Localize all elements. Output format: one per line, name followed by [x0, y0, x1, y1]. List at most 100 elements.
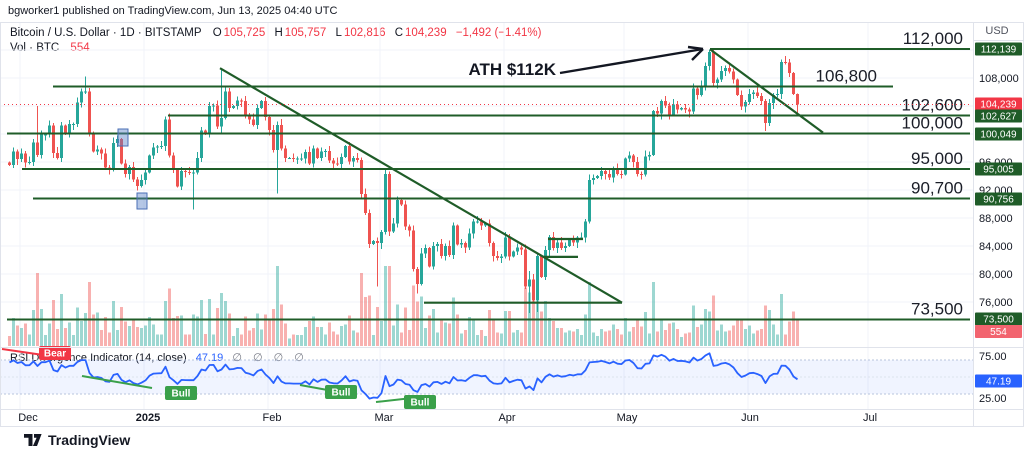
volume-bar [572, 331, 575, 346]
price-level-label: 112,000 [903, 29, 963, 48]
candle-body [724, 68, 727, 71]
candle-body [772, 94, 775, 104]
candle-body [168, 119, 171, 156]
volume-bar [344, 324, 347, 346]
candle-body [444, 246, 447, 256]
candle-body [96, 149, 99, 152]
candle-body [732, 71, 735, 80]
ath-annotation[interactable]: ATH $112K [468, 45, 704, 79]
candle-body [208, 106, 211, 134]
candle-body [648, 155, 651, 157]
candle-body [716, 79, 719, 83]
volume-bar [664, 329, 667, 346]
candle-body [572, 239, 575, 243]
candle-body [392, 223, 395, 232]
volume-bar [364, 296, 367, 346]
volume-bar [500, 333, 503, 346]
bull-divergence-line [81, 375, 153, 389]
candle-body [700, 86, 703, 95]
volume-bar [480, 329, 483, 346]
ath-arrow-line[interactable] [559, 47, 704, 75]
candle-body [472, 221, 475, 234]
drawing-anchor[interactable] [117, 128, 129, 147]
trendline[interactable] [219, 67, 623, 304]
volume-bars [8, 266, 799, 346]
price-axis-badge-label: 554 [990, 327, 1007, 338]
candle-body [696, 88, 699, 95]
volume-bar [208, 299, 211, 346]
volume-bar [576, 328, 579, 346]
volume-label[interactable]: Vol · BTC [10, 42, 60, 54]
candle-body [160, 145, 163, 147]
price-level-label: 90,700 [911, 179, 963, 198]
candle-body [704, 66, 707, 87]
candle-body [260, 101, 263, 109]
volume-bar [444, 322, 447, 346]
volume-bar [40, 309, 43, 346]
candle-body [48, 125, 51, 135]
candle-body [636, 162, 639, 174]
tradingview-watermark[interactable]: TradingView [24, 432, 130, 448]
rsi-params: (14, close) [135, 352, 187, 364]
time-axis[interactable]: Dec 2025 Feb Mar Apr May Jun Jul [0, 410, 973, 426]
volume-bar [36, 273, 39, 346]
volume-bar [704, 309, 707, 346]
price-axis-badge [975, 42, 1022, 56]
volume-bar [556, 327, 559, 346]
volume-bar [760, 328, 763, 346]
candle-body [512, 251, 515, 257]
volume-bar [796, 319, 799, 346]
price-axis-badge-label: 73,500 [983, 315, 1014, 326]
volume-bar [744, 328, 747, 346]
candle-body [240, 100, 243, 102]
candle-body [596, 176, 599, 179]
candle-body [500, 256, 503, 258]
candle-body [348, 145, 351, 162]
volume-bar [188, 334, 191, 346]
volume-bar [468, 317, 471, 346]
volume-bar [76, 307, 79, 346]
bull-divergence-badge [325, 385, 357, 399]
volume-bar [432, 309, 435, 346]
volume-bar [260, 329, 263, 346]
candle-body [684, 108, 687, 110]
candle-body [728, 68, 731, 72]
candle-body [344, 145, 347, 158]
volume-bar [388, 266, 391, 346]
candle-body [460, 243, 463, 245]
volume-bar [560, 327, 563, 346]
drawing-anchor[interactable] [136, 192, 148, 210]
time-tick-label: Jun [741, 412, 759, 424]
candle-body [88, 91, 91, 133]
volume-bar [688, 332, 691, 346]
trendline[interactable] [709, 48, 824, 134]
price-axis-badge-label: 90,756 [983, 195, 1014, 206]
volume-bar [256, 313, 259, 346]
price-level-label: 73,500 [911, 300, 963, 319]
candle-body [760, 96, 763, 102]
price-axis[interactable]: USD108,00096,00092,00088,00084,00080,000… [974, 22, 1024, 409]
volume-bar [440, 319, 443, 346]
candle-body [656, 110, 659, 114]
volume-bar [724, 331, 727, 346]
price-axis-badge-label: 47.19 [986, 377, 1011, 388]
bull-badge-label: Bull [332, 388, 351, 399]
volume-bar [488, 309, 491, 346]
candle-body [132, 166, 135, 180]
volume-bar [152, 324, 155, 346]
time-tick-label: May [617, 412, 638, 424]
volume-bar [324, 334, 327, 346]
candle-body [64, 125, 67, 134]
bull-badge-label: Bull [411, 398, 430, 409]
volume-bar [176, 316, 179, 346]
candle-body [712, 52, 715, 83]
volume-bar [124, 321, 127, 346]
candle-body [332, 160, 335, 164]
candle-body [44, 134, 47, 136]
symbol-title[interactable]: Bitcoin / U.S. Dollar · 1D · BITSTAMP [10, 27, 202, 39]
volume-bar [544, 300, 547, 346]
candle-body [356, 157, 359, 160]
price-level-label: 95,000 [911, 149, 963, 168]
